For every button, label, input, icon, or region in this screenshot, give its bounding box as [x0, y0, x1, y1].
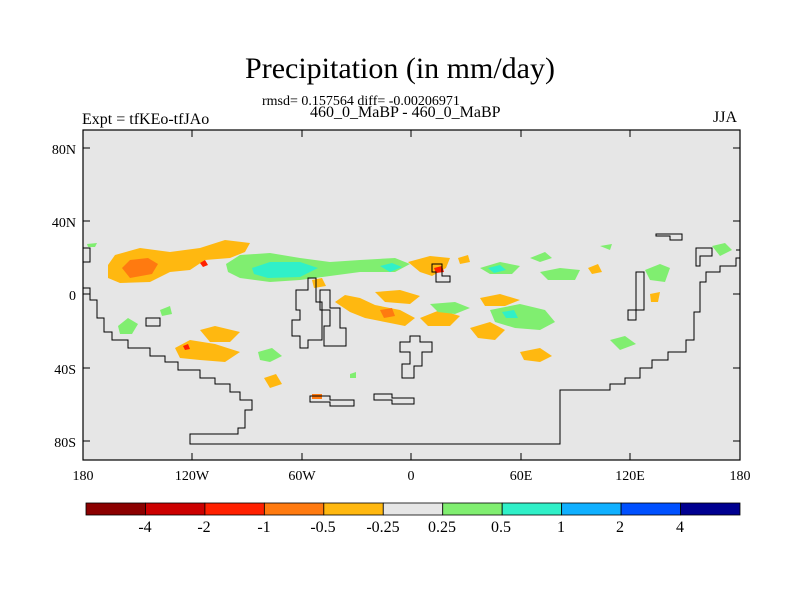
- colorbar-label: -0.25: [366, 519, 399, 536]
- experiment-label: Expt = tfKEo-tfJAo: [82, 111, 210, 128]
- anomaly-patch: [375, 290, 420, 304]
- colorbar-label: -1: [257, 519, 270, 536]
- tick-marks: [82, 130, 741, 460]
- coastline: [291, 277, 323, 349]
- y-tick-label: 40S: [54, 363, 76, 378]
- colorbar-swatch: [85, 502, 146, 516]
- anomaly-patch: [380, 308, 395, 318]
- colorbar-label: 2: [616, 519, 624, 536]
- anomaly-patch: [183, 344, 190, 350]
- anomaly-patch: [160, 306, 172, 316]
- colorbar-label: -4: [138, 519, 151, 536]
- anomaly-patch: [530, 252, 552, 262]
- chart-title: Precipitation (in mm/day): [245, 52, 555, 85]
- colorbar-swatch: [263, 502, 325, 516]
- colorbar-label: 1: [557, 519, 565, 536]
- coastline: [83, 247, 91, 263]
- colorbar-label: 0.25: [428, 519, 456, 536]
- colorbar-swatch: [561, 502, 622, 516]
- anomaly-patch: [380, 263, 402, 272]
- anomaly-patch: [490, 304, 555, 330]
- anomaly-patch: [470, 322, 505, 340]
- y-tick-label: 0: [69, 289, 76, 304]
- anomaly-patch: [175, 340, 240, 362]
- anomaly-patch: [200, 326, 240, 342]
- colorbar-swatch: [442, 502, 503, 516]
- x-tick-label: 60W: [288, 469, 316, 484]
- anomaly-patch: [252, 262, 318, 278]
- coastline: [695, 247, 713, 267]
- coastline: [627, 271, 645, 321]
- anomaly-patch: [264, 374, 282, 388]
- x-tick-label: 180: [730, 469, 751, 484]
- coastline: [309, 395, 355, 407]
- anomaly-patches: [87, 240, 732, 399]
- colorbar-label: -2: [197, 519, 210, 536]
- coastline: [655, 233, 683, 241]
- anomaly-patch: [350, 372, 356, 378]
- anomaly-patch: [420, 310, 460, 326]
- y-tick-label: 80S: [54, 436, 76, 451]
- anomaly-patch: [520, 348, 552, 362]
- season-label: JJA: [713, 109, 738, 126]
- y-tick-label: 80N: [52, 143, 76, 158]
- anomaly-patch: [650, 292, 660, 302]
- anomaly-patch: [610, 336, 636, 350]
- colorbar-swatch: [382, 502, 444, 516]
- anomaly-patch: [430, 302, 470, 314]
- coastline: [399, 335, 433, 379]
- colorbar-label: -0.5: [310, 519, 335, 536]
- x-tick-label: 120E: [615, 469, 645, 484]
- anomaly-patch: [588, 264, 602, 274]
- anomaly-patch: [645, 264, 670, 282]
- anomaly-patch: [480, 294, 520, 306]
- colorbar-swatch: [680, 502, 741, 516]
- colorbar: [85, 502, 741, 516]
- y-tick-label: 40N: [52, 216, 76, 231]
- anomaly-patch: [502, 310, 518, 318]
- coastline: [373, 393, 415, 405]
- anomaly-patch: [122, 258, 158, 278]
- coastline: [319, 289, 347, 347]
- colorbar-label: 4: [676, 519, 684, 536]
- anomaly-patch: [258, 348, 282, 362]
- x-tick-label: 0: [408, 469, 415, 484]
- anomaly-patch: [488, 265, 506, 273]
- x-tick-label: 180: [73, 469, 94, 484]
- anomaly-patch: [200, 260, 208, 267]
- coastline: [83, 257, 740, 445]
- colorbar-swatch: [501, 502, 563, 516]
- anomaly-patch: [540, 268, 580, 280]
- anomaly-patch: [87, 243, 97, 247]
- anomaly-patch: [712, 243, 732, 256]
- anomaly-patch: [335, 295, 415, 326]
- x-tick-label: 60E: [510, 469, 533, 484]
- anomaly-patch: [600, 244, 612, 250]
- coastline: [145, 317, 161, 327]
- anomaly-patch: [458, 255, 470, 264]
- colorbar-label: 0.5: [491, 519, 511, 536]
- stats-text: rmsd= 0.157564 diff= -0.00206971: [262, 94, 460, 109]
- colorbar-swatch: [145, 502, 206, 516]
- x-tick-label: 120W: [175, 469, 210, 484]
- colorbar-swatch: [323, 502, 384, 516]
- coastlines: [83, 233, 740, 445]
- colorbar-swatch: [204, 502, 265, 516]
- colorbar-swatch: [620, 502, 681, 516]
- anomaly-patch: [118, 318, 138, 334]
- subtitle: 460_0_MaBP - 460_0_MaBP: [310, 104, 501, 121]
- coastline: [431, 263, 451, 283]
